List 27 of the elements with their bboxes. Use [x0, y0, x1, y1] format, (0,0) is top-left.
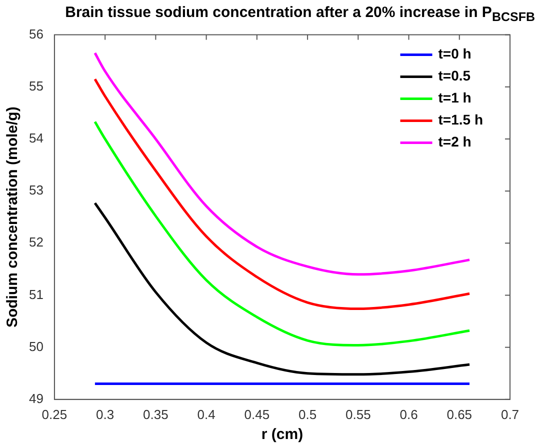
y-tick-label: 50	[28, 338, 44, 354]
x-tick-label: 0.45	[244, 406, 270, 422]
legend-label: t=2 h	[438, 134, 472, 150]
y-tick-label: 56	[28, 26, 44, 42]
x-tick-label: 0.65	[446, 406, 472, 422]
line-series	[94, 202, 471, 376]
y-tick-label: 53	[28, 182, 44, 198]
y-tick-label: 51	[28, 286, 44, 302]
chart-title: Brain tissue sodium concentration after a 20% increase in P$_{BCSFB}$	[64, 4, 536, 24]
x-tick-label: 0.4	[197, 406, 216, 422]
x-tick-label: 0.55	[345, 406, 371, 422]
legend-label: t=0 h	[438, 46, 472, 62]
x-axis-title: r (cm)	[261, 426, 304, 444]
legend-label: t=1 h	[438, 90, 472, 106]
x-tick-label: 0.7	[500, 406, 520, 422]
y-axis-title: Sodium concentration (mole/g)	[4, 106, 22, 328]
y-tick-label: 55	[28, 78, 44, 94]
x-tick-label: 0.3	[96, 406, 114, 422]
x-tick-label: 0.6	[400, 406, 418, 422]
legend-label: t=1.5 h	[438, 112, 484, 128]
y-tick-label: 54	[28, 130, 44, 146]
y-tick-label: 52	[28, 234, 44, 250]
x-tick-label: 0.5	[298, 406, 317, 422]
x-tick-label: 0.35	[143, 406, 168, 422]
x-tick-label: 0.25	[42, 406, 68, 422]
y-tick-label: 49	[28, 390, 44, 406]
legend-label: t=0.5	[438, 68, 471, 84]
